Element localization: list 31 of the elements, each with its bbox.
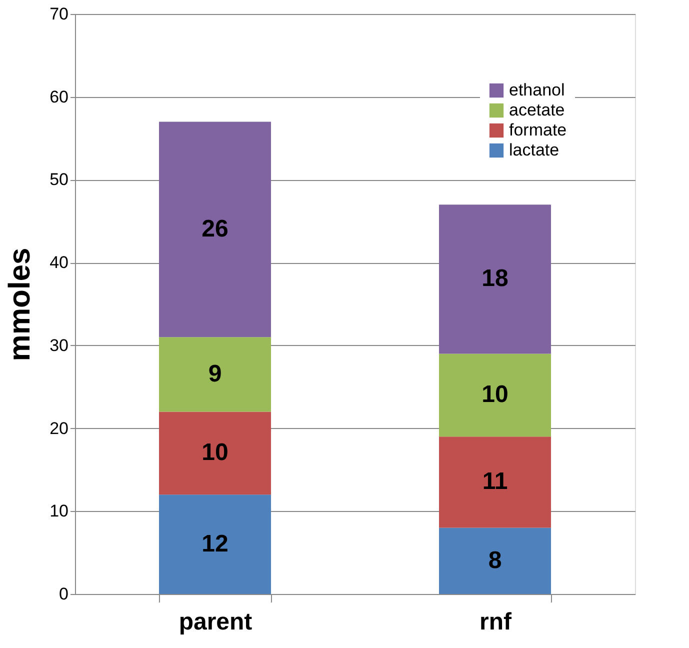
bar <box>439 204 551 354</box>
data-label: 12 <box>202 530 228 558</box>
bar <box>439 354 551 437</box>
y-tick-label: 30 <box>50 336 68 355</box>
bar <box>159 494 271 594</box>
bar <box>159 337 271 412</box>
legend-label: lactate <box>509 140 560 160</box>
data-label: 8 <box>488 546 502 574</box>
y-tick-label: 0 <box>59 584 68 604</box>
y-axis-title: mmoles <box>4 248 37 362</box>
y-tick-label: 40 <box>50 253 68 272</box>
legend-label: acetate <box>509 100 565 120</box>
bar <box>439 436 551 528</box>
data-label: 11 <box>482 468 508 496</box>
bar <box>159 122 271 338</box>
legend-label: ethanol <box>509 80 565 100</box>
y-tick-label: 60 <box>50 87 68 106</box>
data-label: 18 <box>482 265 508 292</box>
data-label: 9 <box>208 360 222 388</box>
y-tick-label: 70 <box>50 4 68 24</box>
bar <box>439 528 551 594</box>
legend-label: formate <box>509 120 567 140</box>
x-tick-label: parent <box>178 608 252 636</box>
y-tick-label: 50 <box>50 170 68 190</box>
data-label: 26 <box>202 215 228 242</box>
y-tick-label: 20 <box>50 418 68 438</box>
bar <box>159 412 271 495</box>
y-tick-label: 10 <box>50 502 68 521</box>
data-label: 10 <box>202 439 228 466</box>
x-tick-label: rnf <box>480 608 512 636</box>
data-label: 10 <box>482 381 508 408</box>
